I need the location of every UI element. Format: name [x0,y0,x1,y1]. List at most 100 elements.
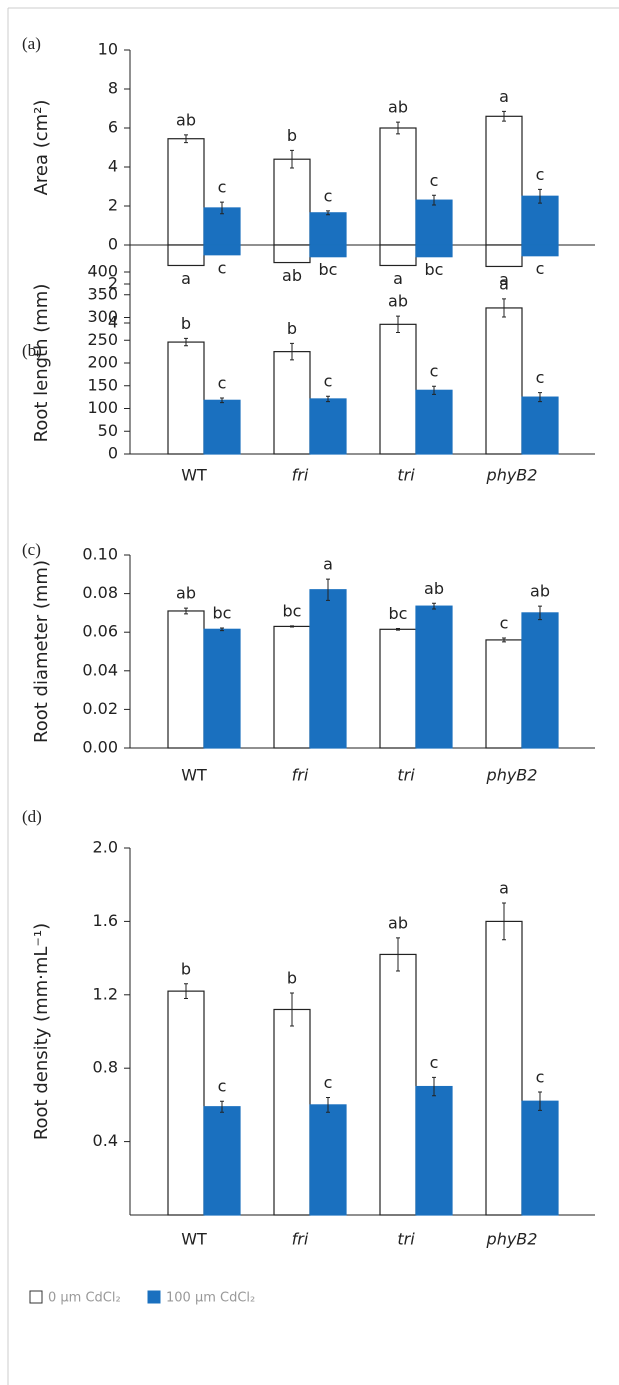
error-bar [220,627,224,632]
significance-letter: bc [319,260,338,279]
bar [273,244,311,264]
bar [309,589,347,749]
bar [203,1106,241,1216]
error-bar [538,1091,542,1111]
error-bar [326,210,330,216]
bar [167,138,205,246]
x-tick-label: WT [181,766,207,785]
error-bar [538,605,542,621]
bar [415,1085,453,1216]
y-axis-title: Root density (mm·mL⁻¹) [31,923,52,1140]
error-bar [290,992,294,1027]
bar [415,199,453,246]
significance-letter: c [536,165,545,184]
error-bar [396,937,400,972]
y-tick-label: 0 [108,235,118,254]
error-bar [396,121,400,135]
y-tick-label: 350 [87,284,118,303]
significance-letter: c [430,1053,439,1072]
y-tick-label: 6 [108,118,118,137]
y-tick-label: 150 [87,375,118,394]
error-bar [396,628,400,631]
x-tick-label: phyB2 [486,466,538,485]
significance-letter: ab [282,266,302,285]
bar [485,920,523,1216]
bar [379,244,417,267]
significance-letter: ab [530,582,550,601]
x-tick-label: fri [292,1230,309,1249]
y-tick-label: 100 [87,398,118,417]
bar [273,351,311,455]
error-bar [502,902,506,941]
error-bar [326,578,330,601]
y-tick-label: 8 [108,79,118,98]
error-bar [290,149,294,169]
bar [203,628,241,749]
significance-letter: b [181,959,191,978]
significance-letter: bc [213,603,232,622]
significance-letter: a [323,555,333,574]
bar [309,212,347,246]
x-tick-label: fri [292,466,309,485]
y-tick-label: 400 [87,262,118,281]
error-bar [220,1100,224,1113]
y-axis-title: Root length (mm) [31,284,52,443]
x-tick-label: tri [397,1230,415,1249]
bar [167,990,205,1216]
error-bar [290,625,294,628]
panel-label: (a) [22,34,41,53]
y-tick-label: 2.0 [93,838,118,857]
significance-letter: a [393,269,403,288]
y-tick-label: 0.8 [93,1058,118,1077]
y-tick-label: 1.2 [93,984,118,1003]
y-tick-label: 4 [108,157,118,176]
bar [309,244,347,258]
panel-label: (b) [22,341,42,360]
significance-letter: a [499,87,509,106]
significance-letter: c [218,1077,227,1096]
legend-swatch [147,1290,161,1304]
x-tick-label: phyB2 [486,1230,538,1249]
error-bar [326,1097,330,1113]
y-tick-label: 250 [87,330,118,349]
error-bar [184,607,188,615]
bar [485,244,523,268]
bar [415,389,453,455]
significance-letter: c [218,374,227,393]
significance-letter: c [430,171,439,190]
significance-letter: bc [389,604,408,623]
bar [309,398,347,455]
bar [167,341,205,455]
y-tick-label: 0.06 [82,622,118,641]
bar [167,244,205,267]
error-bar [326,395,330,403]
significance-letter: ab [388,292,408,311]
error-bar [396,315,400,334]
error-bar [184,134,188,144]
y-tick-label: 0.08 [82,583,118,602]
significance-letter: c [500,613,509,632]
y-tick-label: 0 [108,444,118,463]
significance-letter: c [324,186,333,205]
bar [415,605,453,749]
y-tick-label: 0.00 [82,738,118,757]
y-tick-label: 2 [108,196,118,215]
y-tick-label: 4 [108,313,118,332]
error-bar [538,188,542,204]
bar [521,195,559,246]
error-bar [220,397,224,404]
significance-letter: c [218,258,227,277]
bar [167,610,205,749]
significance-letter: c [218,178,227,197]
panel-label: (c) [22,540,41,559]
significance-letter: a [499,270,509,289]
error-bar [290,342,294,361]
bar [415,244,453,258]
error-bar [432,194,436,206]
bar [379,953,417,1216]
bar [379,323,417,455]
significance-letter: a [181,269,191,288]
y-tick-label: 50 [98,421,118,440]
significance-letter: c [536,259,545,278]
